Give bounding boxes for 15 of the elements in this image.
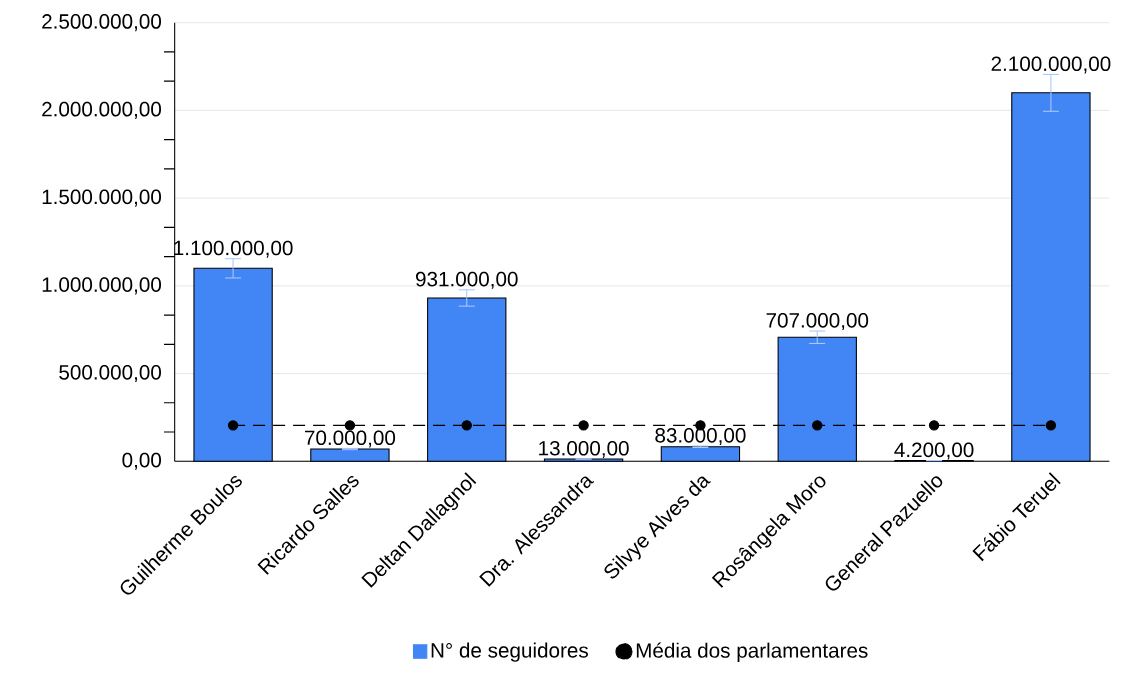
data-label: 13.000,00 [539, 440, 629, 458]
data-label: 707.000,00 [766, 313, 869, 331]
data-label: 70.000,00 [305, 430, 396, 448]
data-label: 4.200,00 [894, 442, 974, 460]
data-label: 2.100.000,00 [991, 56, 1111, 74]
y-tick-label: 0,00 [122, 452, 162, 470]
data-label: 931.000,00 [416, 271, 518, 289]
y-tick-label: 1.500.000,00 [42, 189, 162, 207]
data-label: 83.000,00 [655, 428, 746, 446]
legend-label: N° de seguidores [431, 642, 588, 662]
y-tick-label: 1.000.000,00 [42, 277, 162, 295]
y-tick-label: 2.500.000,00 [42, 14, 162, 32]
y-tick-label: 2.000.000,00 [42, 101, 162, 119]
legend-label: Média dos parlamentares [636, 642, 868, 662]
y-tick-label: 500.000,00 [59, 365, 161, 383]
